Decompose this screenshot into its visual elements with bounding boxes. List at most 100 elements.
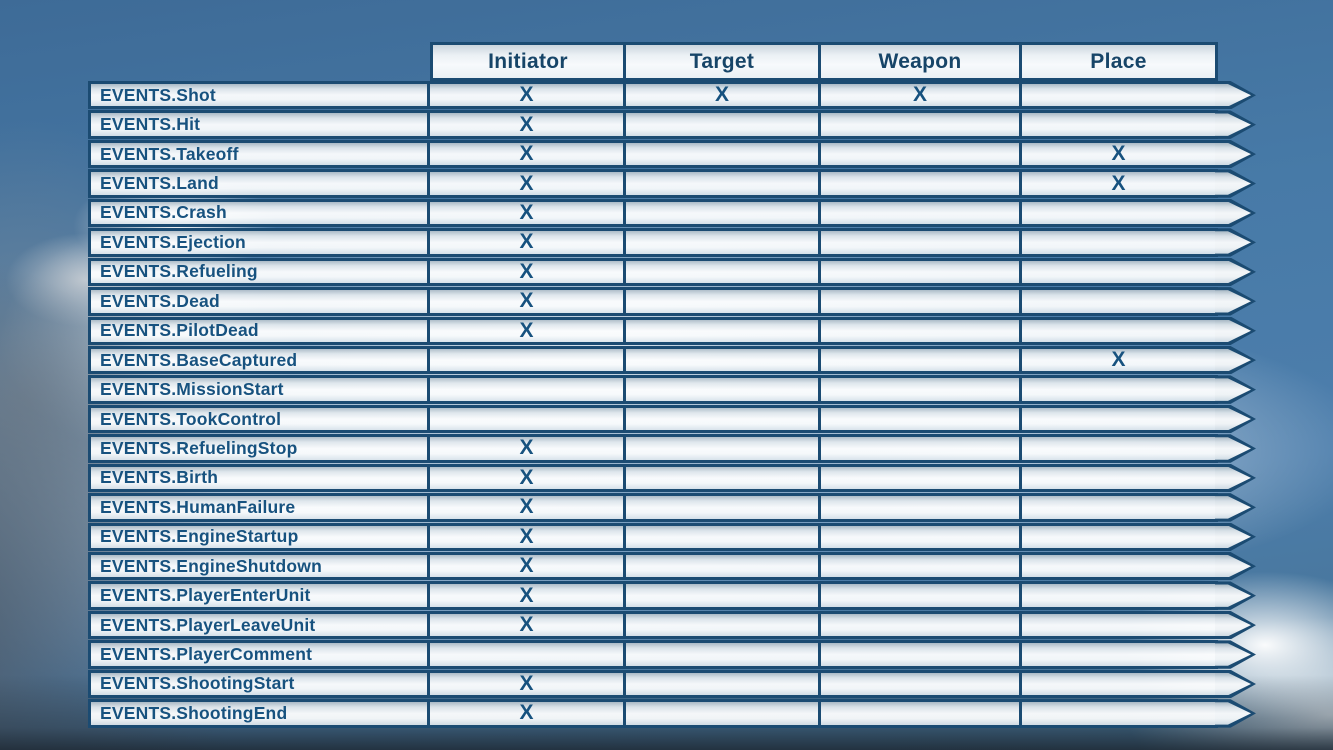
mark-weapon [818,640,1022,669]
mark-weapon [818,699,1022,728]
row-arrow-icon [1215,552,1256,581]
mark-weapon [818,463,1022,493]
table-row: EVENTS.TookControl [88,404,1256,434]
mark-place [1019,287,1218,316]
mark-target [623,375,821,404]
mark-place [1019,493,1218,522]
mark-place [1019,522,1218,551]
mark-place: X [1019,139,1218,169]
event-label: EVENTS.Ejection [88,228,430,257]
mark-weapon [818,552,1022,581]
event-label: EVENTS.PilotDead [88,316,430,345]
mark-initiator [427,375,626,404]
mark-place [1019,257,1218,287]
mark-target [623,110,821,139]
mark-target: X [623,81,821,110]
row-arrow-fill [1215,113,1251,136]
mark-target [623,139,821,169]
mark-target [623,287,821,316]
row-arrow-icon [1215,375,1256,404]
mark-place: X [1019,169,1218,198]
event-label: EVENTS.BaseCaptured [88,345,430,375]
event-label: EVENTS.PlayerEnterUnit [88,581,430,610]
mark-initiator: X [427,110,626,139]
mark-weapon [818,316,1022,345]
mark-target [623,198,821,228]
event-label: EVENTS.Hit [88,110,430,139]
mark-weapon [818,169,1022,198]
row-arrow-fill [1215,201,1251,225]
mark-initiator [427,640,626,669]
mark-initiator: X [427,198,626,228]
table-row: EVENTS.ShootingEnd X [88,699,1256,728]
mark-initiator: X [427,81,626,110]
mark-initiator: X [427,699,626,728]
event-label: EVENTS.PlayerLeaveUnit [88,610,430,640]
mark-place [1019,228,1218,257]
mark-weapon [818,404,1022,434]
row-arrow-fill [1215,437,1251,460]
column-header-target: Target [623,42,821,81]
table-row: EVENTS.Crash X [88,198,1256,228]
table-row: EVENTS.ShootingStart X [88,669,1256,699]
row-arrow-icon [1215,522,1256,551]
mark-weapon [818,110,1022,139]
event-label: EVENTS.HumanFailure [88,493,430,522]
column-header-place: Place [1019,42,1218,81]
row-arrow-icon [1215,287,1256,316]
event-label: EVENTS.Dead [88,287,430,316]
table-row: EVENTS.MissionStart [88,375,1256,404]
mark-target [623,699,821,728]
row-arrow-icon [1215,228,1256,257]
table-row: EVENTS.PlayerLeaveUnit X [88,610,1256,640]
row-arrow-icon [1215,139,1256,169]
event-label: EVENTS.TookControl [88,404,430,434]
row-arrow-fill [1215,319,1251,342]
row-arrow-fill [1215,525,1251,548]
row-arrow-icon [1215,169,1256,198]
table-row: EVENTS.Land X X [88,169,1256,198]
table-row: EVENTS.PilotDead X [88,316,1256,345]
mark-place [1019,669,1218,699]
mark-initiator [427,404,626,434]
mark-initiator: X [427,581,626,610]
mark-initiator: X [427,493,626,522]
mark-target [623,552,821,581]
mark-target [623,345,821,375]
mark-initiator: X [427,434,626,463]
mark-weapon [818,198,1022,228]
mark-place [1019,404,1218,434]
mark-weapon [818,287,1022,316]
mark-target [623,404,821,434]
mark-weapon [818,257,1022,287]
mark-place: X [1019,345,1218,375]
mark-target [623,316,821,345]
table-row: EVENTS.HumanFailure X [88,493,1256,522]
event-label: EVENTS.ShootingEnd [88,699,430,728]
row-arrow-fill [1215,290,1251,313]
table-row: EVENTS.PlayerEnterUnit X [88,581,1256,610]
row-arrow-icon [1215,640,1256,669]
row-arrow-icon [1215,81,1256,110]
mark-weapon [818,610,1022,640]
row-arrow-icon [1215,110,1256,139]
event-label: EVENTS.MissionStart [88,375,430,404]
row-arrow-icon [1215,434,1256,463]
column-header-weapon: Weapon [818,42,1022,81]
mark-place [1019,316,1218,345]
mark-target [623,169,821,198]
mark-weapon [818,669,1022,699]
mark-weapon [818,434,1022,463]
table-row: EVENTS.EngineShutdown X [88,552,1256,581]
row-arrow-fill [1215,584,1251,607]
table-header: Initiator Target Weapon Place [430,42,1218,81]
mark-target [623,522,821,551]
column-header-initiator: Initiator [430,42,626,81]
row-arrow-icon [1215,463,1256,493]
mark-initiator: X [427,257,626,287]
row-arrow-fill [1215,260,1251,284]
mark-target [623,581,821,610]
row-arrow-fill [1215,142,1251,166]
row-arrow-fill [1215,672,1251,696]
